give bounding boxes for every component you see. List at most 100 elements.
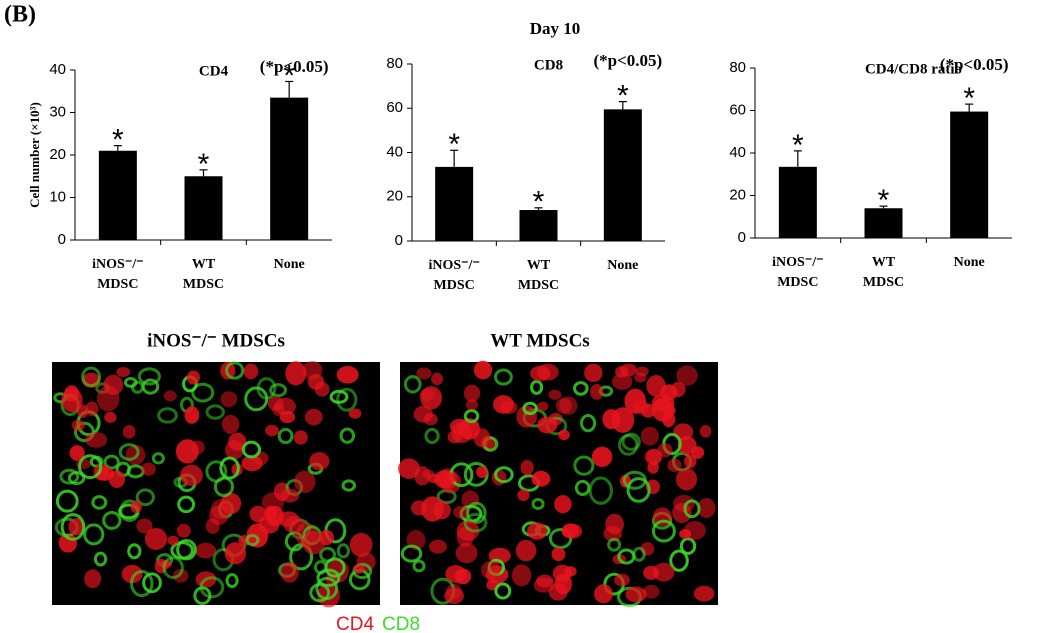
images [52, 360, 718, 608]
x-tick-label: iNOS⁻/⁻ [428, 258, 479, 273]
cell [455, 542, 478, 564]
cell [309, 452, 330, 471]
cell [690, 446, 705, 459]
cell [67, 471, 86, 485]
cell [646, 375, 666, 397]
cell [157, 407, 178, 424]
y-tick-label: 80 [386, 55, 403, 72]
cell [85, 401, 99, 417]
cell [265, 424, 279, 437]
x-tick-label: MDSC [434, 278, 475, 293]
cell [632, 399, 650, 415]
cell [527, 522, 548, 540]
annotation: (*p<0.05) [940, 55, 1009, 74]
cell [279, 410, 296, 424]
cell [615, 365, 629, 378]
cell [241, 440, 262, 459]
bar [864, 208, 903, 238]
cell [463, 512, 488, 533]
cell [515, 539, 537, 562]
y-tick-label: 10 [49, 188, 66, 205]
cell [84, 569, 102, 589]
x-tick-label: MDSC [777, 275, 818, 290]
bar [519, 210, 558, 241]
cell [428, 539, 447, 554]
cell [127, 543, 142, 560]
cell [61, 388, 83, 413]
cell [617, 434, 639, 456]
bar [98, 150, 137, 240]
cell [651, 398, 675, 422]
y-tick-label: 20 [729, 186, 746, 203]
cell [669, 549, 689, 572]
cell [533, 577, 555, 593]
cell [423, 413, 438, 426]
y-tick-label: 20 [49, 146, 66, 163]
significance-marker: * [283, 59, 295, 92]
cell [209, 505, 229, 526]
cell [466, 501, 487, 524]
cell [137, 367, 161, 386]
cell [537, 363, 559, 381]
x-tick-label: iNOS⁻/⁻ [772, 255, 823, 270]
cell [651, 519, 676, 543]
cell [163, 390, 177, 402]
cell [123, 377, 138, 388]
cell [676, 467, 697, 491]
cell [548, 389, 562, 400]
cell [304, 408, 323, 426]
cell [78, 454, 103, 480]
cell [319, 529, 335, 546]
cell [55, 489, 79, 513]
cell [517, 489, 530, 502]
cell [531, 497, 545, 510]
cell [584, 363, 603, 383]
cell [199, 576, 225, 599]
cell [141, 378, 160, 395]
chart-title: CD4/CD8 ratio [865, 61, 962, 77]
cell [309, 583, 331, 603]
cell [221, 414, 240, 434]
cell [220, 391, 238, 408]
cell [593, 584, 613, 604]
cell [81, 366, 102, 388]
cell [108, 470, 126, 488]
cell [463, 384, 481, 403]
significance-marker: * [198, 148, 210, 181]
bar [435, 166, 474, 241]
x-tick-label: WT [527, 258, 551, 273]
x-tick-label: MDSC [97, 277, 138, 292]
cell [122, 424, 136, 439]
cell [643, 565, 659, 580]
cell [142, 572, 162, 594]
cell [493, 368, 513, 386]
cell [167, 535, 179, 546]
cell [667, 458, 682, 472]
cell [353, 564, 365, 574]
cell [245, 533, 260, 547]
y-axis-label: Cell number (×10³) [27, 102, 42, 208]
y-tick-label: 0 [58, 231, 66, 248]
cell [670, 381, 686, 398]
cell [348, 408, 362, 419]
cell [191, 382, 215, 403]
x-tick-label: None [607, 258, 638, 273]
cell [424, 427, 440, 444]
cell [91, 495, 108, 510]
y-tick-label: 20 [386, 188, 403, 205]
cell [85, 431, 108, 448]
x-tick-label: MDSC [518, 278, 559, 293]
cell [420, 386, 442, 410]
cell [679, 537, 697, 555]
cell [494, 582, 512, 600]
cell [625, 586, 647, 603]
significance-marker: * [448, 128, 460, 161]
x-tick-label: iNOS⁻/⁻ [92, 257, 143, 272]
significance-marker: * [878, 184, 890, 217]
cell [554, 495, 572, 514]
y-tick-label: 60 [729, 101, 746, 118]
cell [511, 564, 532, 587]
cell [93, 551, 108, 567]
y-tick-label: 0 [738, 229, 746, 246]
bar [270, 97, 309, 240]
